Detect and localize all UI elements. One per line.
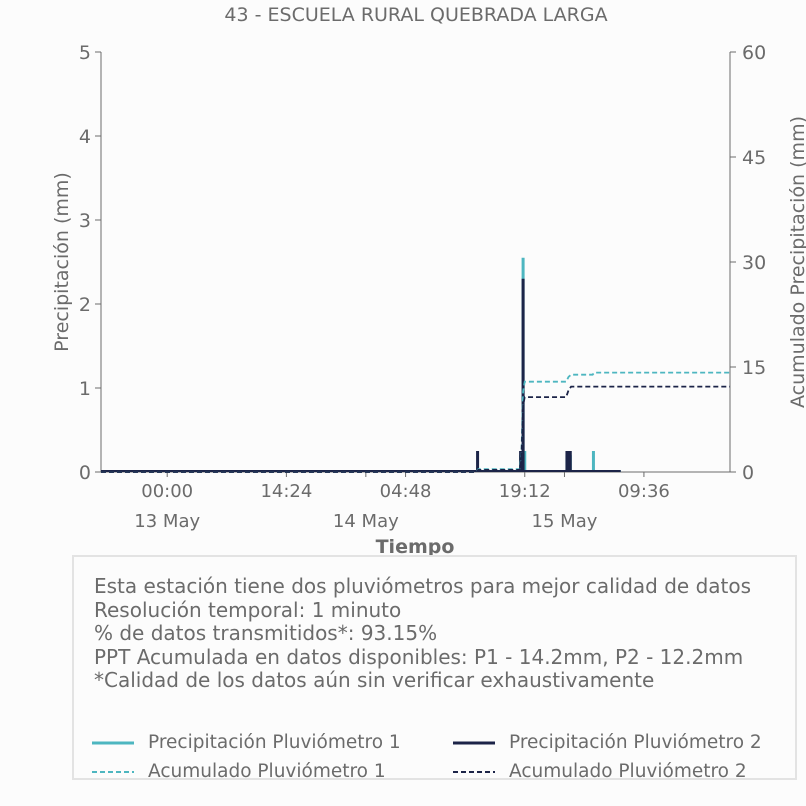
legend: Precipitación Pluviómetro 1 Precipitació… xyxy=(92,730,792,790)
y2-axis-label: Acumulado Precipitación (mm) xyxy=(787,116,806,408)
legend-label: Precipitación Pluviómetro 2 xyxy=(509,732,762,753)
y2-tick-label: 15 xyxy=(742,357,766,379)
dashed-line-swatch-icon xyxy=(92,770,134,773)
x-tick-date-label: 15 May xyxy=(532,511,598,532)
x-tick-label: 19:12 xyxy=(499,481,551,502)
y-tick-label: 5 xyxy=(79,42,91,64)
solid-line-swatch-icon xyxy=(453,741,495,744)
x-tick-label: 00:00 xyxy=(141,481,193,502)
x-tick-label: 14:24 xyxy=(260,481,312,502)
y-tick-label: 0 xyxy=(79,462,91,484)
legend-label: Precipitación Pluviómetro 1 xyxy=(148,732,401,753)
x-tick-date-label: 13 May xyxy=(134,511,200,532)
solid-line-swatch-icon xyxy=(92,741,134,744)
legend-item-p2-acum: Acumulado Pluviómetro 2 xyxy=(453,761,747,782)
info-text: Esta estación tiene dos pluviómetros par… xyxy=(94,574,752,693)
y-tick-label: 2 xyxy=(79,294,91,316)
info-line: PPT Acumulada en datos disponibles: P1 -… xyxy=(94,644,744,669)
info-box: Esta estación tiene dos pluviómetros par… xyxy=(72,555,797,782)
dashed-line-swatch-icon xyxy=(453,770,495,773)
info-line: % de datos transmitidos*: 93.15% xyxy=(94,621,438,645)
cumulative-line-2 xyxy=(101,371,730,473)
y-axis-label: Precipitación (mm) xyxy=(51,172,73,352)
y-tick-label: 1 xyxy=(79,378,91,400)
legend-item-p1-acum: Acumulado Pluviómetro 1 xyxy=(92,761,386,782)
x-tick-label: 04:48 xyxy=(380,481,432,502)
legend-item-p1-precip: Precipitación Pluviómetro 1 xyxy=(92,732,401,753)
precipitation-chart: 43 - ESCUELA RURAL QUEBRADA LARGA 012345… xyxy=(51,4,806,558)
x-axis-label: Tiempo xyxy=(376,536,455,558)
y2-tick-label: 60 xyxy=(742,42,766,64)
y2-tick-label: 0 xyxy=(742,462,754,484)
cumulative-line-3 xyxy=(101,385,730,473)
y-tick-label: 4 xyxy=(79,126,91,148)
x-tick-date-label: 14 May xyxy=(333,511,399,532)
info-line: *Calidad de los datos aún sin verificar … xyxy=(94,668,655,692)
legend-item-p2-precip: Precipitación Pluviómetro 2 xyxy=(453,732,762,753)
chart-title: 43 - ESCUELA RURAL QUEBRADA LARGA xyxy=(224,4,607,26)
info-line: Resolución temporal: 1 minuto xyxy=(94,597,402,622)
info-line: Esta estación tiene dos pluviómetros par… xyxy=(94,574,752,598)
legend-label: Acumulado Pluviómetro 1 xyxy=(148,761,386,782)
legend-label: Acumulado Pluviómetro 2 xyxy=(509,761,747,782)
y2-tick-label: 45 xyxy=(742,147,766,169)
y-tick-label: 3 xyxy=(79,210,91,232)
y2-tick-label: 30 xyxy=(742,252,766,274)
x-tick-label: 09:36 xyxy=(618,481,670,502)
